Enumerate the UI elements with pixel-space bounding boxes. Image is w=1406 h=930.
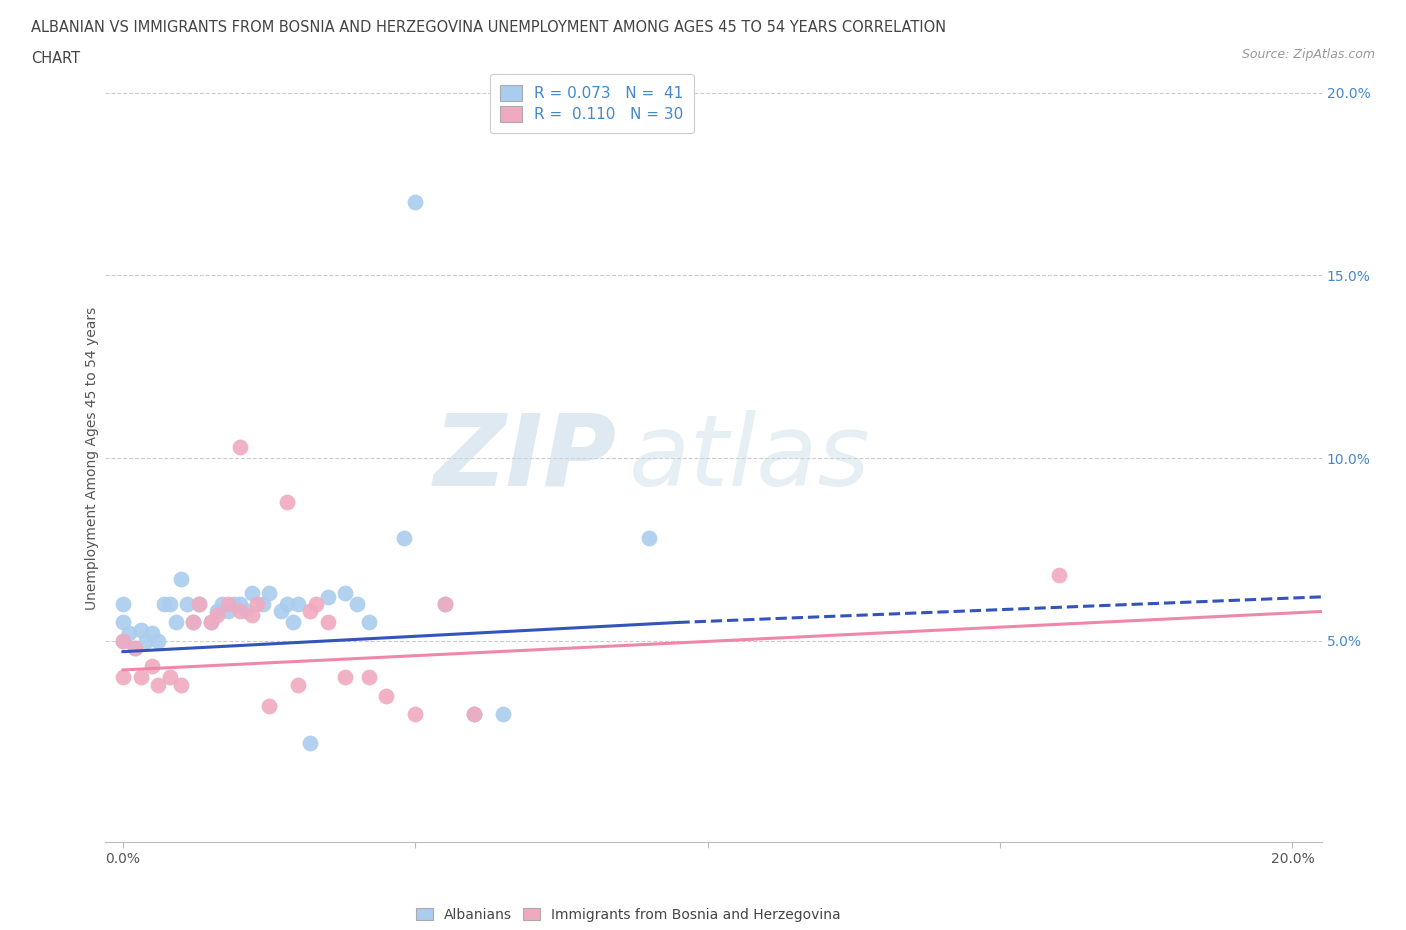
- Point: [463, 707, 485, 722]
- Text: ZIP: ZIP: [433, 409, 616, 507]
- Point: [357, 670, 380, 684]
- Text: CHART: CHART: [31, 51, 80, 66]
- Point: [153, 597, 176, 612]
- Point: [188, 597, 211, 612]
- Point: [141, 626, 163, 641]
- Point: [235, 604, 257, 619]
- Text: atlas: atlas: [628, 409, 870, 507]
- Point: [463, 707, 485, 722]
- Point: [159, 597, 181, 612]
- Point: [638, 531, 661, 546]
- Point: [375, 688, 398, 703]
- Point: [276, 597, 298, 612]
- Point: [240, 586, 263, 601]
- Point: [217, 597, 239, 612]
- Point: [111, 633, 134, 648]
- Point: [170, 571, 193, 586]
- Point: [492, 707, 515, 722]
- Point: [111, 615, 134, 630]
- Point: [1047, 567, 1070, 582]
- Point: [165, 615, 187, 630]
- Point: [270, 604, 292, 619]
- Point: [205, 607, 228, 622]
- Point: [229, 440, 252, 455]
- Point: [170, 677, 193, 692]
- Point: [257, 699, 280, 714]
- Point: [118, 626, 141, 641]
- Point: [135, 633, 157, 648]
- Point: [176, 597, 198, 612]
- Point: [146, 633, 169, 648]
- Point: [129, 670, 152, 684]
- Point: [433, 597, 456, 612]
- Point: [252, 597, 274, 612]
- Point: [240, 607, 263, 622]
- Point: [299, 604, 322, 619]
- Point: [246, 597, 269, 612]
- Point: [181, 615, 204, 630]
- Point: [124, 641, 146, 656]
- Point: [124, 641, 146, 656]
- Point: [404, 707, 426, 722]
- Text: ALBANIAN VS IMMIGRANTS FROM BOSNIA AND HERZEGOVINA UNEMPLOYMENT AMONG AGES 45 TO: ALBANIAN VS IMMIGRANTS FROM BOSNIA AND H…: [31, 20, 946, 35]
- Legend: Albanians, Immigrants from Bosnia and Herzegovina: Albanians, Immigrants from Bosnia and He…: [411, 902, 846, 927]
- Point: [281, 615, 304, 630]
- Point: [276, 495, 298, 510]
- Point: [111, 633, 134, 648]
- Point: [141, 658, 163, 673]
- Point: [335, 670, 357, 684]
- Point: [200, 615, 222, 630]
- Point: [257, 586, 280, 601]
- Point: [200, 615, 222, 630]
- Point: [129, 622, 152, 637]
- Point: [229, 604, 252, 619]
- Point: [229, 597, 252, 612]
- Point: [222, 597, 245, 612]
- Point: [159, 670, 181, 684]
- Point: [146, 677, 169, 692]
- Point: [111, 597, 134, 612]
- Point: [217, 604, 239, 619]
- Point: [211, 597, 233, 612]
- Y-axis label: Unemployment Among Ages 45 to 54 years: Unemployment Among Ages 45 to 54 years: [86, 306, 100, 610]
- Point: [205, 604, 228, 619]
- Point: [305, 597, 328, 612]
- Text: Source: ZipAtlas.com: Source: ZipAtlas.com: [1241, 48, 1375, 61]
- Point: [346, 597, 368, 612]
- Point: [287, 597, 309, 612]
- Point: [111, 670, 134, 684]
- Point: [433, 597, 456, 612]
- Point: [316, 590, 339, 604]
- Point: [287, 677, 309, 692]
- Point: [335, 586, 357, 601]
- Point: [404, 195, 426, 210]
- Point: [299, 736, 322, 751]
- Point: [392, 531, 415, 546]
- Point: [357, 615, 380, 630]
- Point: [188, 597, 211, 612]
- Point: [316, 615, 339, 630]
- Point: [181, 615, 204, 630]
